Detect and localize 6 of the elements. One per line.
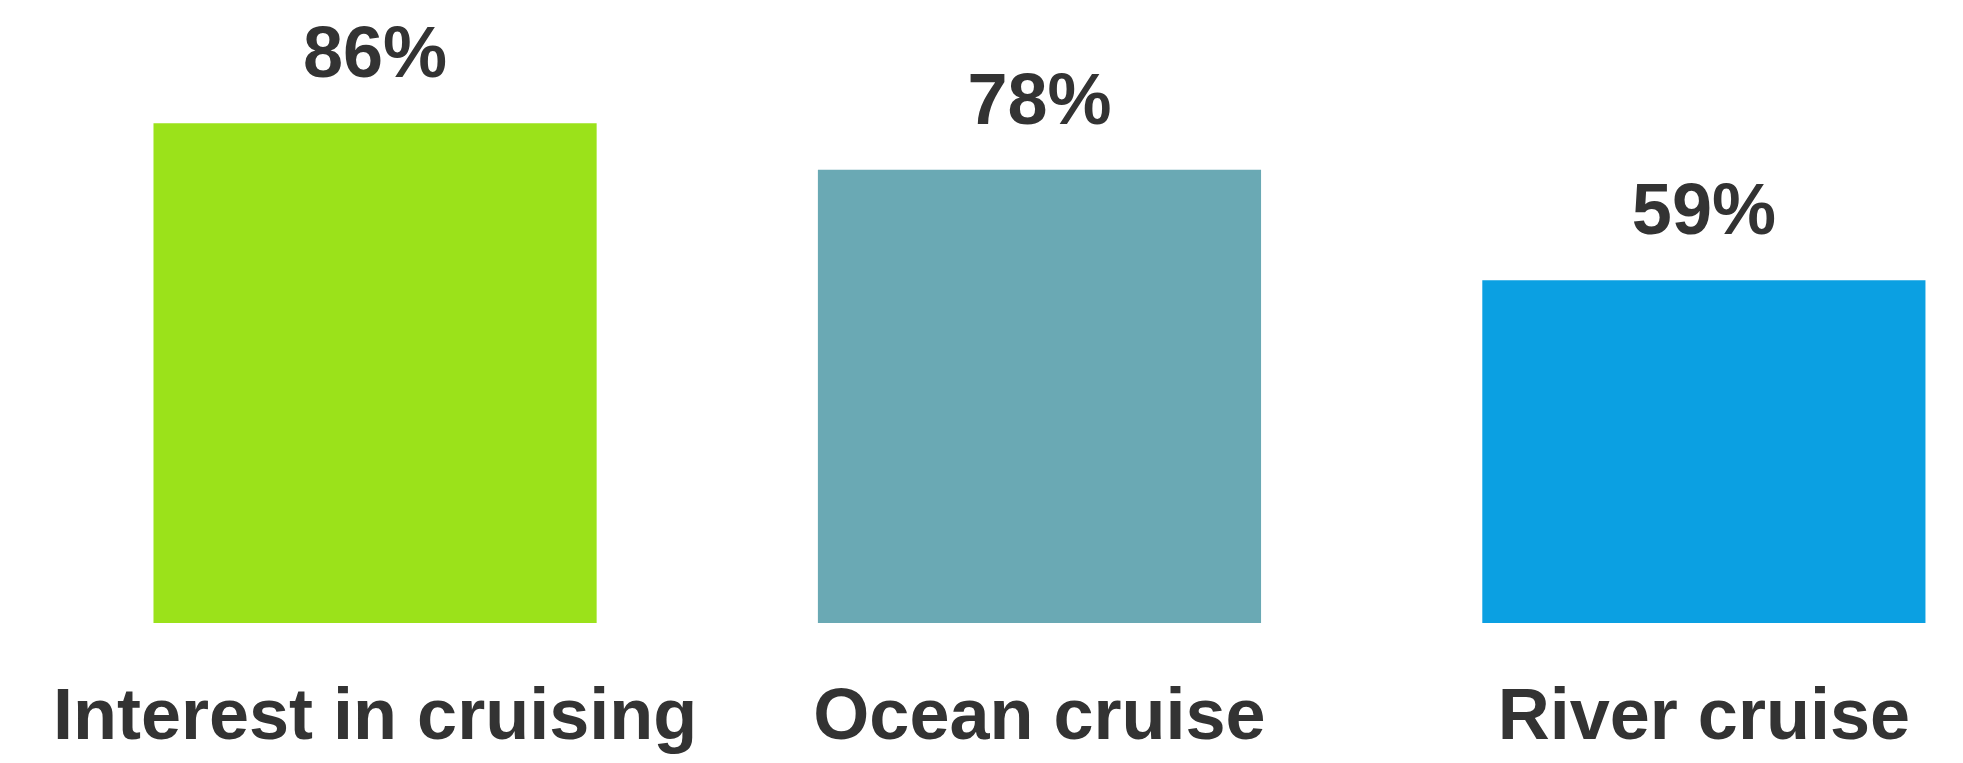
x-tick-label: Ocean cruise [813,674,1266,755]
data-label: 86% [303,12,448,93]
x-tick-label: Interest in cruising [53,674,698,755]
x-tick-label: River cruise [1497,674,1910,755]
data-label: 78% [967,58,1112,139]
data-label: 59% [1631,169,1776,250]
